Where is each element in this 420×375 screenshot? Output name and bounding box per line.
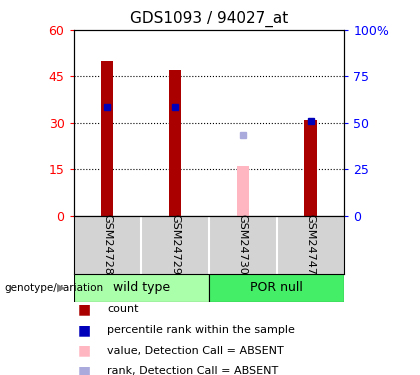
- Text: GSM24747: GSM24747: [305, 214, 315, 275]
- Text: value, Detection Call = ABSENT: value, Detection Call = ABSENT: [107, 346, 284, 355]
- Text: genotype/variation: genotype/variation: [4, 283, 103, 293]
- Text: GSM24728: GSM24728: [102, 214, 113, 275]
- Bar: [237, 166, 249, 216]
- Text: ▶: ▶: [57, 283, 65, 293]
- Text: GSM24729: GSM24729: [170, 214, 180, 275]
- Bar: [74, 274, 209, 302]
- Title: GDS1093 / 94027_at: GDS1093 / 94027_at: [130, 11, 288, 27]
- Bar: [209, 274, 344, 302]
- Text: rank, Detection Call = ABSENT: rank, Detection Call = ABSENT: [107, 366, 278, 375]
- Text: count: count: [107, 304, 139, 314]
- Bar: [169, 70, 181, 216]
- Text: ■: ■: [78, 344, 91, 358]
- Text: ■: ■: [78, 364, 91, 375]
- Text: percentile rank within the sample: percentile rank within the sample: [107, 325, 295, 335]
- Text: GSM24730: GSM24730: [238, 214, 248, 275]
- Text: ■: ■: [78, 323, 91, 337]
- Bar: [304, 120, 317, 216]
- Text: ■: ■: [78, 302, 91, 316]
- Text: wild type: wild type: [113, 281, 170, 294]
- Bar: [101, 61, 113, 216]
- Text: POR null: POR null: [250, 281, 303, 294]
